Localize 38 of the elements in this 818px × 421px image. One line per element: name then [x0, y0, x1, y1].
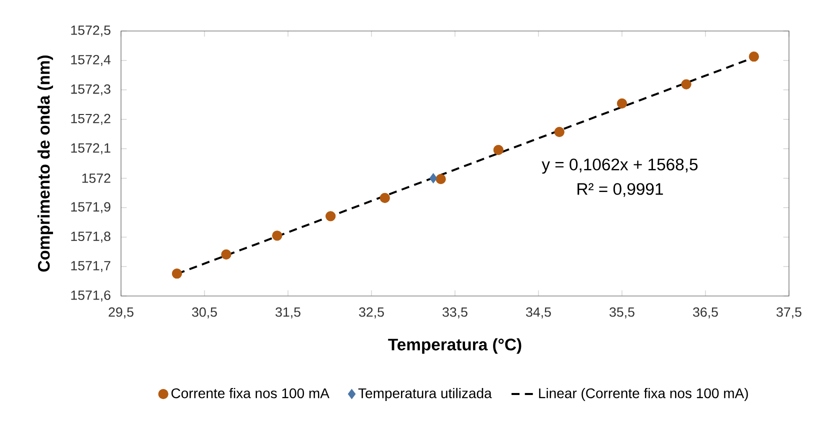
y-tick-label: 1572,2	[71, 114, 110, 125]
legend-label: Linear (Corrente fixa nos 100 mA)	[539, 388, 748, 402]
legend-label: Temperatura utilizada	[358, 388, 492, 402]
y-tick-label: 1571,7	[71, 261, 110, 272]
point	[272, 230, 282, 241]
x-tick-label: 32,5	[359, 307, 384, 318]
x-tick-label: 31,5	[276, 307, 300, 318]
y-tick-label: 1572,4	[71, 54, 111, 66]
y-tick-label: 1571,6	[71, 290, 110, 302]
x-tick-label: 30,5	[192, 307, 217, 318]
y-tick-label: 1572,1	[71, 143, 110, 154]
x-axis-title: Temperatura (°C)	[388, 338, 522, 354]
point	[429, 173, 438, 184]
point	[748, 52, 759, 62]
point	[616, 98, 628, 109]
point	[436, 174, 446, 184]
point	[221, 249, 232, 260]
y-tick-label: 1571,9	[71, 202, 110, 214]
x-tick-label: 34,5	[526, 307, 551, 318]
point	[172, 268, 182, 279]
point	[554, 126, 564, 138]
y-tick-label: 1572,3	[71, 84, 110, 96]
legend-label: Corrente fixa nos 100 mA	[171, 388, 330, 398]
point	[493, 144, 504, 156]
y-axis-title: Comprimento de onda (nm)	[37, 56, 54, 272]
annotation: R² = 0,9991	[578, 183, 663, 197]
point	[681, 79, 692, 90]
y-tick-label: 1572	[82, 174, 110, 183]
x-tick-label: 37,5	[776, 307, 802, 318]
y-tick-label: 1571,8	[71, 232, 110, 243]
x-tick-label: 36,5	[693, 307, 718, 318]
x-tick-label: 29,5	[108, 307, 134, 318]
annotation: y = 0,1062x + 1568,5	[542, 158, 698, 174]
point	[326, 211, 336, 222]
y-tick-label: 1572,5	[71, 26, 110, 37]
x-tick-label: 33,5	[442, 307, 468, 318]
point	[380, 192, 390, 204]
x-tick-label: 35,5	[610, 307, 634, 318]
